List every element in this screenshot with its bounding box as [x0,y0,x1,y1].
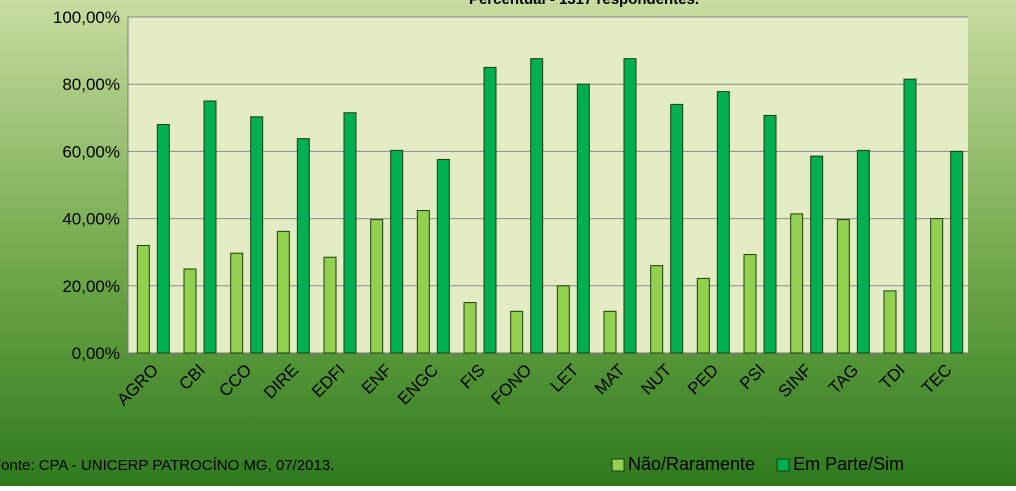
bar [463,302,477,354]
bar [716,91,730,354]
bar [510,310,524,354]
y-tick-label: 60,00% [62,142,120,161]
bar [810,155,824,354]
bar [370,219,384,354]
bar [483,66,497,354]
bar [296,138,310,354]
bar [530,58,544,354]
bar [276,230,290,354]
bar [436,158,450,354]
legend-label: Em Parte/Sim [793,454,904,474]
bar [343,112,357,354]
bar [790,213,804,354]
bar [930,218,944,354]
bar [203,100,217,354]
bar [390,149,404,354]
chart-title: Percentual - 1317 respondentes. [469,0,699,8]
legend-label: Não/Raramente [628,454,755,474]
y-tick-label: 100,00% [53,8,120,27]
y-tick-label: 40,00% [62,210,120,229]
bar [836,219,850,354]
bar [623,58,637,354]
legend-swatch [611,458,625,472]
bar [183,268,197,354]
bar [556,285,570,354]
legend-swatch [776,458,790,472]
bar [576,83,590,354]
bar [950,150,964,354]
y-tick-label: 80,00% [62,75,120,94]
bar [670,103,684,354]
bar [416,210,430,354]
bar [763,114,777,354]
y-tick-label: 20,00% [62,277,120,296]
bar [883,290,897,354]
bar [156,124,170,354]
bar [743,254,757,354]
bar [136,244,150,354]
bar [856,149,870,354]
bar [696,277,710,354]
bar [603,310,617,354]
bar [230,252,244,354]
y-tick-label: 0,00% [72,344,120,363]
bar [650,265,664,354]
bar [250,116,264,354]
bar [323,256,337,354]
bar [903,78,917,354]
plot-area [128,17,968,353]
source-note: Fonte: CPA - UNICERP PATROCÍNO MG, 07/20… [0,457,334,474]
